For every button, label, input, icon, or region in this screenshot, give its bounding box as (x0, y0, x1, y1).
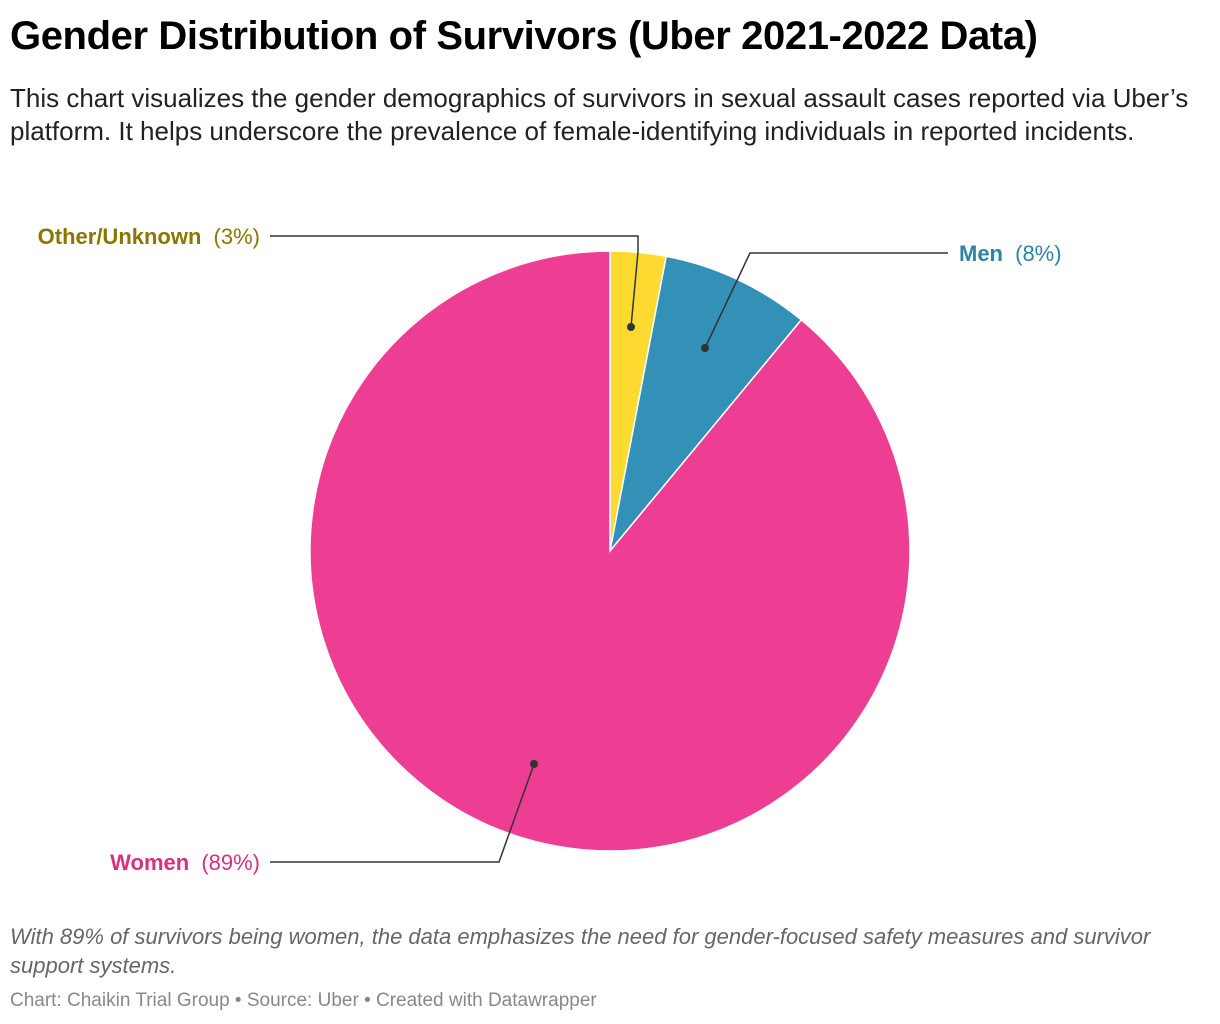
slice-label-women: Women (89%) (110, 850, 260, 875)
slice-label-women-value: (89%) (201, 850, 260, 875)
pie-slices (309, 250, 911, 852)
slice-label-other-unknown: Other/Unknown (3%) (38, 224, 260, 249)
leader-line-women (270, 763, 535, 863)
leader-dot-men (701, 344, 709, 352)
chart-note: With 89% of survivors being women, the d… (10, 924, 1151, 978)
chart-title: Gender Distribution of Survivors (Uber 2… (10, 14, 1038, 58)
leader-dot-women (530, 760, 538, 768)
leader-line-men (704, 252, 948, 349)
slice-label-men-value: (8%) (1015, 241, 1061, 266)
slice-labels: Other/Unknown (3%) Men (8%) Women (89%) (38, 224, 1062, 875)
leader-dot-other-unknown (627, 323, 635, 331)
slice-label-men-name: Men (959, 241, 1003, 266)
pie-slice-women (309, 250, 911, 852)
slice-label-other-unknown-value: (3%) (214, 224, 260, 249)
leader-lines (270, 235, 948, 863)
leader-line-other-unknown (270, 235, 639, 328)
chart-credit: Chart: Chaikin Trial Group • Source: Ube… (10, 990, 597, 1011)
slice-label-men: Men (8%) (959, 241, 1062, 266)
slice-label-women-name: Women (110, 850, 189, 875)
chart-description: This chart visualizes the gender demogra… (10, 83, 1189, 146)
slice-label-other-unknown-name: Other/Unknown (38, 224, 202, 249)
